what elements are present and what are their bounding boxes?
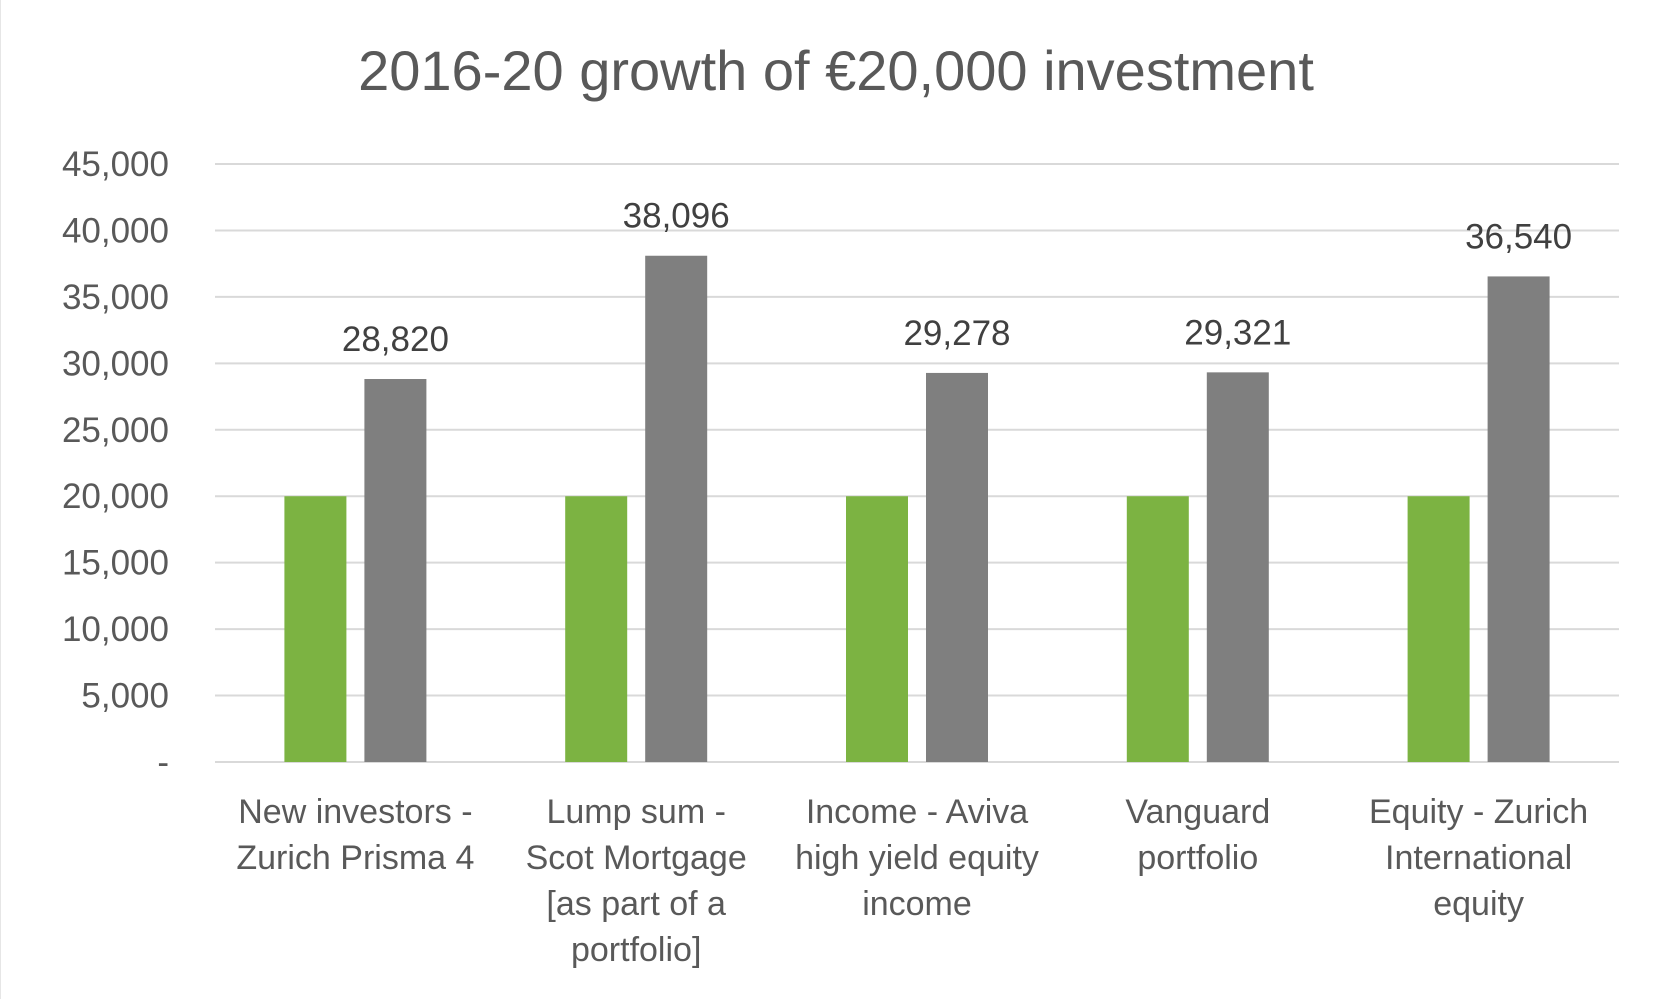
y-tick-label: 10,000 [62,610,169,649]
x-category-label: [as part of a [546,885,726,923]
x-category-label: Zurich Prisma 4 [236,839,474,877]
x-category-label: Lump sum - [546,793,726,831]
y-tick-label: 15,000 [62,544,169,583]
y-tick-label: 5,000 [81,677,169,716]
bar [1487,276,1550,762]
data-label: 29,321 [1184,313,1291,352]
data-label: 29,278 [903,314,1010,353]
data-label: 28,820 [342,320,449,359]
bar [1407,496,1470,762]
bar [645,255,708,762]
bar [1126,496,1189,762]
y-tick-label: 20,000 [62,477,169,516]
y-tick-label: 30,000 [62,344,169,383]
bars [284,255,1550,762]
bar [565,496,628,762]
data-labels: 28,820 38,096 29,278 29,321 36,540 [342,197,1572,359]
bar [284,496,347,762]
gridlines [215,163,1619,763]
x-category-label: high yield equity [795,839,1039,877]
data-label: 38,096 [623,197,730,236]
bar [926,372,988,762]
x-category-label: International [1385,839,1572,877]
bar [364,379,427,762]
y-tick-label: 25,000 [62,411,169,450]
y-axis-ticks: - 5,000 10,000 15,000 20,000 25,000 30,000 35,0… [62,145,169,782]
x-category-label: portfolio [1137,839,1258,877]
x-category-label: equity [1433,885,1524,923]
x-category-label: portfolio] [571,931,701,969]
x-category-label: Equity - Zurich [1369,793,1588,831]
y-tick-label: 35,000 [62,278,169,317]
y-tick-label: - [157,743,169,782]
bar [846,496,908,762]
data-label: 36,540 [1465,217,1572,256]
x-category-label: Vanguard [1125,793,1270,831]
x-category-label: income [862,885,972,923]
y-tick-label: 40,000 [62,211,169,250]
x-category-label: Income - Aviva [806,793,1028,831]
x-category-label: Scot Mortgage [526,839,747,877]
x-axis-categories: New investors - Zurich Prisma 4 Lump sum -… [236,793,1588,969]
x-category-label: New investors - [238,793,472,831]
bar [1206,372,1269,762]
y-tick-label: 45,000 [62,145,169,184]
chart-title: 2016-20 growth of €20,000 investment [358,39,1314,102]
